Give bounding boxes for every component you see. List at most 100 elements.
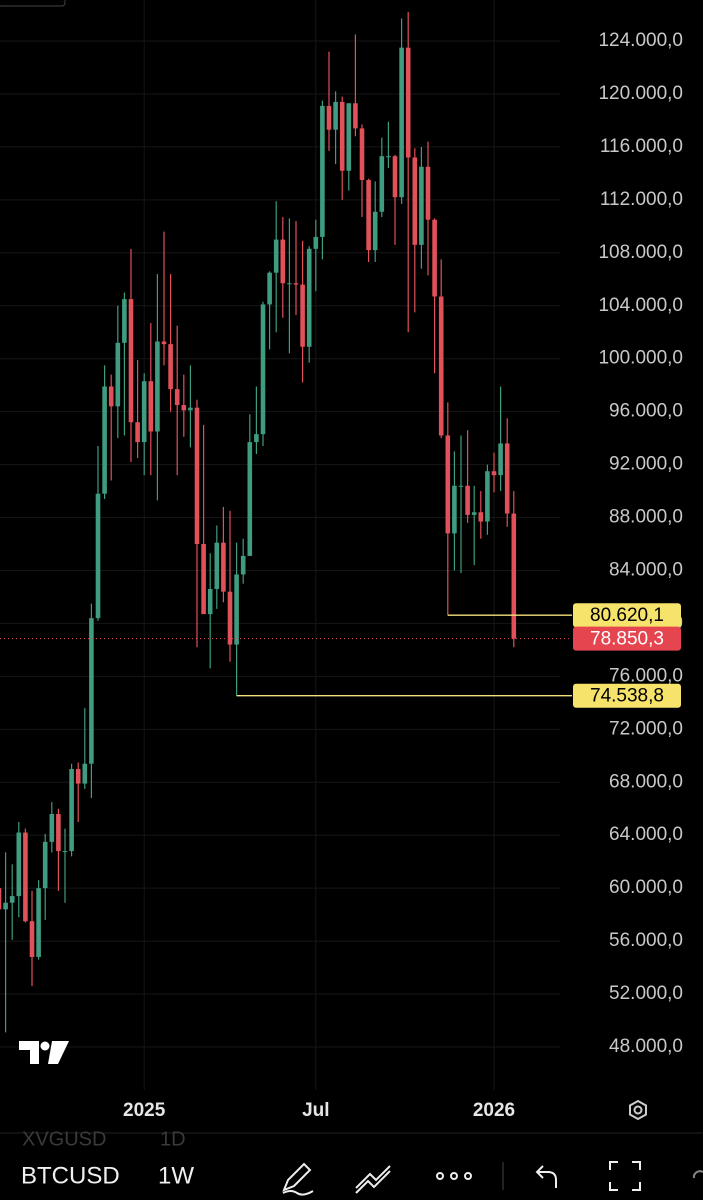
candle-body: [445, 435, 451, 534]
y-tick-label: 100.000,0: [598, 348, 683, 369]
y-tick-label: 56.000,0: [609, 930, 683, 951]
y-tick-label: 48.000,0: [609, 1036, 683, 1057]
candle-body: [174, 389, 180, 406]
candle-body: [458, 485, 464, 487]
candle-body: [511, 513, 517, 639]
candle-body: [0, 888, 2, 910]
y-tick-label: 92.000,0: [609, 454, 683, 475]
candle-body: [148, 381, 154, 432]
y-tick-label: 64.000,0: [609, 824, 683, 845]
candle-body: [405, 47, 411, 158]
candle-body: [267, 272, 272, 305]
candle-body: [29, 921, 35, 957]
candle-body: [412, 157, 418, 245]
candle-body: [419, 166, 424, 245]
candle-body: [155, 341, 160, 432]
interval[interactable]: 1W: [158, 1162, 194, 1189]
candle-body: [89, 618, 94, 764]
candle-body: [227, 591, 233, 645]
candle-body: [128, 299, 134, 423]
candle-body: [75, 769, 81, 784]
candle-body: [181, 405, 187, 411]
candle-body: [280, 239, 286, 284]
candle-body: [260, 304, 266, 435]
candle-body: [498, 443, 503, 476]
candle-body: [306, 248, 312, 347]
background-symbol: XVGUSD: [22, 1128, 106, 1150]
candle-body: [135, 422, 140, 443]
candle-body: [102, 386, 107, 494]
y-tick-label: 116.000,0: [600, 136, 683, 157]
candle-body: [240, 555, 246, 575]
candle-body: [82, 763, 88, 784]
candle-body: [49, 814, 55, 842]
candle-body: [392, 156, 398, 198]
y-tick-label: 112.000,0: [600, 189, 683, 210]
candle-body: [273, 239, 279, 273]
candle-body: [254, 434, 259, 443]
draw-icon[interactable]: [282, 1162, 314, 1196]
more-icon[interactable]: [436, 1172, 472, 1180]
candle-body: [201, 544, 206, 615]
candle-body: [478, 512, 484, 522]
price-line-box: [573, 683, 681, 708]
candle-body: [56, 814, 61, 852]
candle-body: [9, 896, 15, 903]
candle-body: [3, 902, 8, 910]
candle-body: [221, 542, 226, 592]
settings-icon[interactable]: [629, 1099, 647, 1121]
candle-body: [339, 101, 345, 171]
candle-body: [372, 211, 378, 251]
x-tick-label: 2025: [123, 1100, 166, 1121]
plot: [0, 11, 517, 1033]
symbol[interactable]: BTCUSD: [21, 1162, 120, 1189]
y-tick-label: 104.000,0: [598, 295, 683, 316]
candle-body: [42, 841, 48, 889]
grid: [0, 0, 560, 1090]
y-tick-label: 96.000,0: [609, 401, 683, 422]
candle-body: [333, 101, 338, 130]
candle-body: [62, 851, 68, 853]
y-tick-label: 84.000,0: [609, 559, 683, 580]
background-interval: 1D: [160, 1128, 186, 1150]
candle-body: [491, 471, 497, 476]
candle-body: [379, 156, 385, 212]
undo-icon[interactable]: [535, 1165, 557, 1188]
price-line-label: 80.620,1: [590, 605, 664, 626]
x-tick-label: 2026: [473, 1100, 515, 1121]
candle-body: [293, 283, 299, 285]
overlay: 48.000,0 52.000,0 56.000,0 60.000,0 64.000,0…: [0, 30, 683, 1121]
y-tick-label: 60.000,0: [609, 877, 683, 898]
candle-body: [425, 166, 431, 220]
last-price-label: 78.850,3: [590, 629, 664, 650]
fullscreen-icon[interactable]: [609, 1161, 641, 1191]
candle-body: [122, 299, 127, 343]
y-tick-label: 52.000,0: [609, 983, 683, 1004]
candle-body: [326, 105, 332, 130]
candle-body: [69, 769, 74, 852]
candle-body: [313, 236, 319, 249]
candle-body: [366, 180, 371, 251]
price-line-label: 74.538,8: [590, 686, 664, 707]
candle-body: [36, 888, 41, 957]
toolbar: [0, 1150, 703, 1200]
last-price-box: [573, 626, 681, 651]
price-line-box: [573, 603, 681, 628]
candle-body: [485, 471, 490, 522]
candle-body: [287, 283, 292, 285]
candle-body: [214, 542, 220, 590]
candle-body: [194, 407, 200, 545]
candle-body: [247, 442, 253, 556]
candle-body: [438, 296, 444, 436]
candle-body: [300, 284, 305, 347]
tv-logo: [19, 1041, 69, 1064]
candle-body: [161, 341, 167, 345]
candle-body: [188, 407, 193, 411]
line-tool-icon[interactable]: [355, 1165, 391, 1194]
candle-body: [359, 128, 365, 181]
candle-body: [452, 485, 457, 534]
candle-body: [432, 219, 437, 297]
candle-body: [16, 832, 22, 897]
